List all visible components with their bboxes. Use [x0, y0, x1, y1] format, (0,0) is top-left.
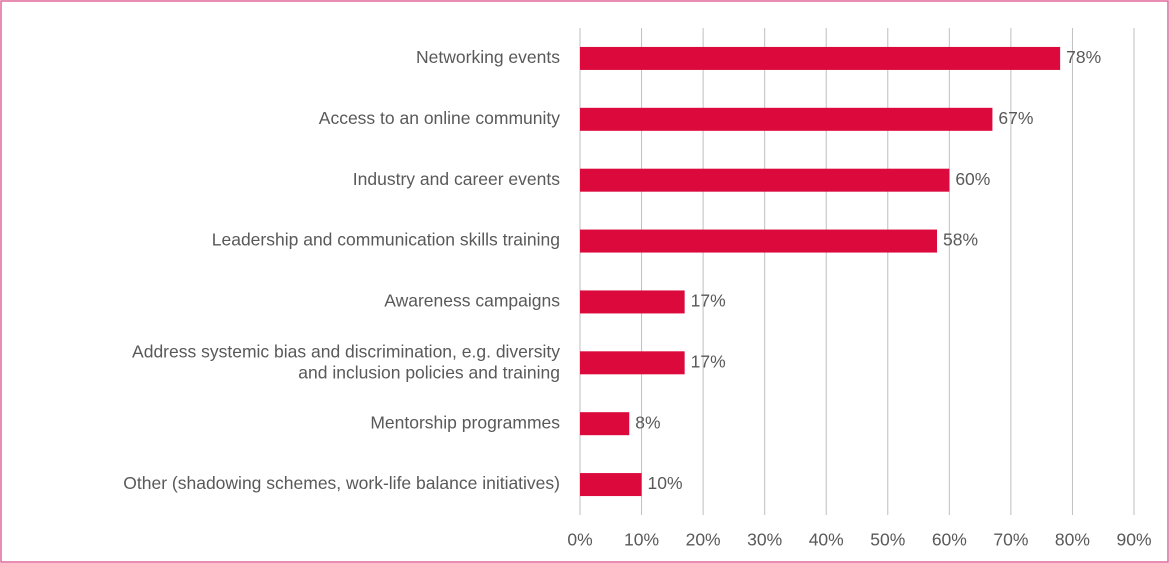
bar — [580, 46, 1061, 70]
data-label: 58% — [943, 230, 978, 250]
x-tick-label: 30% — [747, 530, 782, 550]
x-tick-label: 60% — [932, 530, 967, 550]
bar — [580, 107, 993, 131]
x-tick-label: 40% — [809, 530, 844, 550]
category-label: Leadership and communication skills trai… — [212, 230, 560, 250]
x-tick-label: 70% — [993, 530, 1028, 550]
category-label: Other (shadowing schemes, work-life bala… — [123, 473, 560, 493]
bar — [580, 229, 938, 253]
bar — [580, 473, 642, 497]
x-tick-label: 50% — [870, 530, 905, 550]
x-tick-label: 0% — [567, 530, 592, 550]
data-label: 17% — [691, 291, 726, 311]
data-label: 78% — [1066, 47, 1101, 67]
data-label: 67% — [998, 108, 1033, 128]
category-label: Address systemic bias and discrimination… — [132, 341, 560, 382]
category-label: Access to an online community — [319, 108, 560, 128]
data-label: 8% — [635, 412, 660, 432]
x-tick-label: 90% — [1116, 530, 1151, 550]
category-label: Awareness campaigns — [384, 291, 560, 311]
x-tick-label: 20% — [686, 530, 721, 550]
category-label: Industry and career events — [353, 169, 560, 189]
category-label: Mentorship programmes — [370, 412, 560, 432]
x-tick-label: 80% — [1055, 530, 1090, 550]
bar — [580, 412, 630, 436]
x-tick-label: 10% — [624, 530, 659, 550]
data-label: 17% — [691, 351, 726, 371]
bar — [580, 168, 950, 192]
bar — [580, 290, 685, 314]
data-label: 10% — [648, 473, 683, 493]
category-label: Networking events — [416, 47, 560, 67]
bar — [580, 351, 685, 375]
data-label: 60% — [955, 169, 990, 189]
